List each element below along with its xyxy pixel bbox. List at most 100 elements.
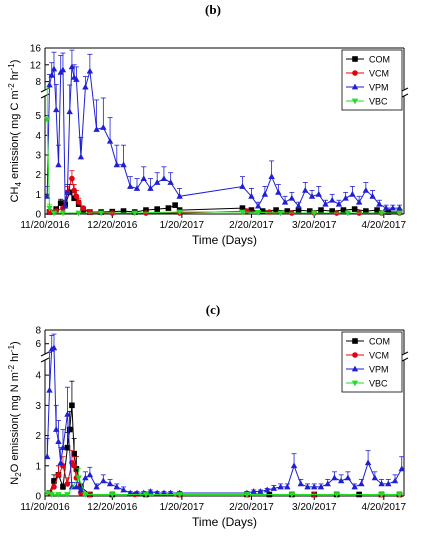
data-point-vpm bbox=[82, 474, 89, 481]
legend-label-com: COM bbox=[369, 337, 390, 347]
data-point-vpm bbox=[53, 106, 60, 113]
panel-label-c: (c) bbox=[205, 302, 221, 317]
data-point-vpm bbox=[268, 173, 275, 180]
data-point-vpm bbox=[50, 344, 58, 351]
data-point-vpm bbox=[337, 477, 345, 484]
data-point-vbc bbox=[109, 492, 116, 498]
x-tick-label: 12/20/2016 bbox=[87, 502, 137, 513]
data-point-vpm bbox=[335, 200, 343, 207]
data-point-vpm bbox=[311, 483, 318, 490]
data-point-vbc bbox=[396, 492, 403, 498]
data-point-com bbox=[351, 206, 358, 212]
data-point-vpm bbox=[382, 204, 390, 211]
data-point-vpm bbox=[391, 477, 399, 484]
data-point-vpm bbox=[270, 485, 278, 491]
y-tick-label: 2 bbox=[35, 431, 41, 442]
data-point-vbc bbox=[311, 210, 318, 217]
data-point-com bbox=[273, 207, 279, 213]
data-point-vbc bbox=[44, 490, 51, 497]
data-point-vpm bbox=[77, 153, 85, 160]
data-point-vpm bbox=[59, 444, 67, 451]
x-tick-label: 3/20/2017 bbox=[292, 220, 337, 231]
data-point-vbc bbox=[333, 492, 340, 498]
data-point-vpm bbox=[261, 190, 269, 197]
x-axis-label: Time (Days) bbox=[192, 515, 257, 529]
data-point-vpm bbox=[86, 67, 94, 74]
y-axis-label-part: -2 bbox=[7, 83, 16, 91]
data-point-vpm bbox=[288, 194, 296, 201]
data-point-vpm bbox=[82, 83, 89, 90]
legend-label-vcm: VCM bbox=[369, 69, 389, 79]
data-point-vbc bbox=[254, 210, 262, 216]
data-point-vpm bbox=[275, 188, 282, 195]
data-point-com bbox=[71, 195, 77, 202]
data-point-vpm bbox=[322, 200, 329, 207]
data-point-vcm bbox=[75, 199, 82, 205]
legend-label-vpm: VPM bbox=[369, 365, 389, 375]
legend-marker-vbc bbox=[351, 98, 359, 105]
data-point-vpm bbox=[77, 486, 85, 493]
y-tick-label: 1 bbox=[35, 461, 41, 472]
y-tick-label: 8 bbox=[35, 326, 41, 337]
legend-box bbox=[341, 49, 403, 111]
data-point-vpm bbox=[68, 63, 76, 70]
y-tick-label: 5 bbox=[35, 111, 41, 122]
data-point-vpm bbox=[113, 161, 120, 168]
data-point-com bbox=[374, 207, 380, 213]
data-point-vpm bbox=[100, 477, 107, 484]
data-point-vpm bbox=[362, 187, 370, 193]
y-tick-label: 4 bbox=[35, 131, 41, 142]
data-point-vbc bbox=[243, 492, 251, 498]
data-point-vpm bbox=[120, 161, 127, 168]
y-axis-label-part: -2 bbox=[7, 364, 16, 372]
data-point-vcm bbox=[87, 209, 93, 215]
data-point-vpm bbox=[147, 185, 154, 191]
data-point-vbc bbox=[75, 475, 82, 482]
data-point-vpm bbox=[53, 426, 60, 432]
y-axis-label-part: hr bbox=[9, 70, 21, 83]
data-point-vbc bbox=[176, 492, 183, 498]
data-point-vpm bbox=[176, 192, 183, 199]
data-point-vpm bbox=[120, 486, 127, 493]
data-point-vcm bbox=[244, 208, 250, 214]
data-point-vpm bbox=[86, 471, 94, 478]
data-point-vpm bbox=[284, 483, 291, 490]
y-tick-label: 16 bbox=[30, 44, 42, 55]
x-axis-label: Time (Days) bbox=[192, 233, 257, 247]
data-point-vpm bbox=[64, 411, 71, 417]
data-point-vpm bbox=[64, 188, 71, 195]
n2o-emission-chart: 0 1 2 3 4 6 8 11/20/2016 12/20/2016 1/20/2017 2/20… bbox=[7, 326, 409, 529]
data-point-com bbox=[51, 478, 57, 484]
data-point-vpm bbox=[364, 459, 372, 466]
data-point-vpm bbox=[295, 202, 302, 209]
legend-marker-vbc bbox=[351, 380, 359, 387]
data-point-vpm bbox=[167, 179, 174, 185]
data-point-vpm bbox=[371, 474, 379, 481]
data-point-com bbox=[57, 200, 64, 206]
data-point-vbc bbox=[288, 492, 296, 498]
data-point-com bbox=[259, 208, 266, 214]
data-point-vpm bbox=[160, 489, 168, 496]
legend-marker-vcm bbox=[352, 70, 358, 76]
data-point-vpm bbox=[55, 438, 62, 444]
data-point-vpm bbox=[342, 194, 349, 201]
data-point-vpm bbox=[308, 192, 316, 199]
data-point-com bbox=[318, 207, 324, 213]
data-point-vcm bbox=[69, 175, 75, 182]
x-tick-label: 3/20/2017 bbox=[292, 502, 337, 513]
y-axis-label-part: N bbox=[9, 477, 21, 485]
data-point-com bbox=[306, 208, 313, 214]
data-point-vpm bbox=[302, 187, 309, 193]
y-tick-label: 1 bbox=[35, 190, 41, 201]
series-line-com bbox=[49, 191, 400, 213]
y-axis-label-part: 2 bbox=[14, 472, 23, 477]
data-point-vpm bbox=[324, 480, 331, 487]
legend-marker-vpm bbox=[351, 365, 359, 372]
data-point-com bbox=[143, 207, 149, 213]
data-point-vpm bbox=[290, 462, 298, 469]
data-point-vcm bbox=[55, 472, 62, 478]
y-tick-label: 3 bbox=[35, 151, 41, 162]
legend-box bbox=[341, 331, 403, 393]
data-point-com bbox=[66, 426, 73, 433]
